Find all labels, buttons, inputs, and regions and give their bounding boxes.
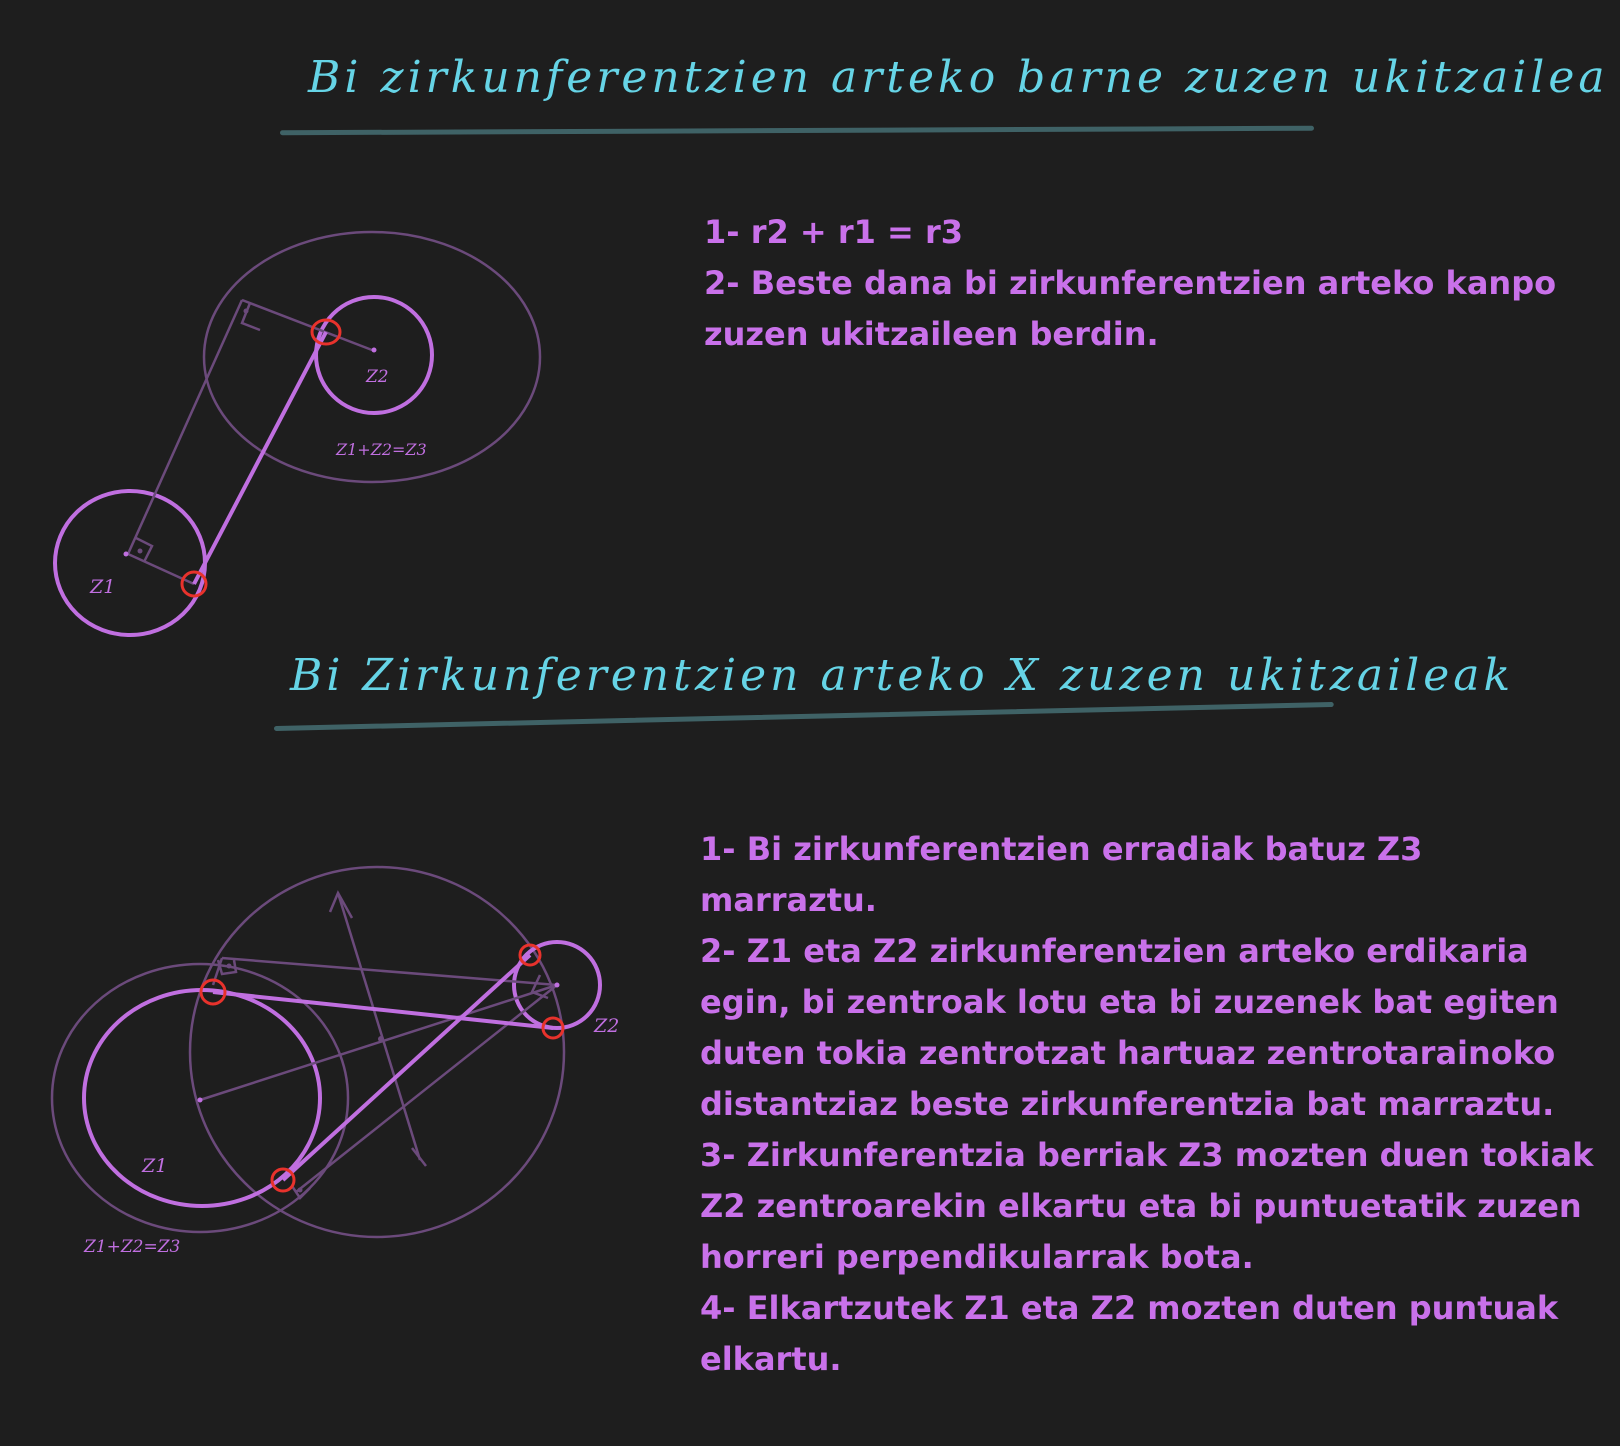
label-z2: Z2 — [365, 367, 389, 387]
section-2-step-3: 3- Zirkunferentzia berriak Z3 mozten due… — [700, 1136, 1594, 1276]
construction-circle — [188, 865, 566, 1239]
perpendicular-bisector — [336, 892, 422, 1161]
right-angle-dot — [243, 308, 249, 314]
label-z3: Z1+Z2=Z3 — [83, 1237, 180, 1257]
tangent-point-marker — [180, 570, 208, 598]
construction-tangent — [126, 299, 244, 555]
section-1-step-2: 2- Beste dana bi zirkunferentzien arteko… — [704, 264, 1557, 353]
circle-z1 — [82, 988, 322, 1208]
circle-z2 — [512, 940, 602, 1030]
construction-line — [295, 984, 558, 1193]
circle-z3 — [50, 962, 350, 1234]
center-line — [199, 983, 558, 1102]
diagram-1: Z2 Z1 Z1+Z2=Z3 — [53, 230, 542, 637]
cross-tangent-line — [212, 990, 554, 1030]
cross-tangent-line — [281, 953, 532, 1182]
bisector-midpoint — [378, 1036, 384, 1042]
diagram-2: Z1 Z2 Z1+Z2=Z3 — [50, 865, 619, 1257]
section-1-title: Bi zirkunferentzien arteko barne zuzen u… — [308, 52, 1609, 103]
right-angle-dot — [137, 548, 143, 554]
right-angle-mark — [135, 536, 154, 563]
right-angle-mark — [290, 1185, 311, 1200]
center-z2 — [554, 982, 560, 988]
circle-z3 — [202, 230, 542, 484]
right-angle-mark — [530, 974, 549, 1000]
label-z2: Z2 — [593, 1015, 619, 1037]
tangent-point-marker — [541, 1016, 565, 1040]
right-angle-mark — [216, 959, 238, 976]
label-z3: Z1+Z2=Z3 — [335, 440, 427, 459]
circle-z2 — [314, 295, 434, 415]
section-2-title: Bi Zirkunferentzien arteko X zuzen ukitz… — [290, 650, 1515, 701]
internal-tangent-line — [192, 331, 328, 585]
label-z1: Z1 — [89, 576, 115, 598]
tangent-point-marker — [310, 318, 342, 346]
radius-line-z2 — [241, 298, 373, 352]
center-z2 — [371, 347, 377, 353]
circle-z1 — [53, 489, 207, 637]
center-z1 — [197, 1097, 203, 1103]
tangent-point-marker — [518, 943, 542, 967]
section-2-step-4: 4- Elkartzutek Z1 eta Z2 mozten duten pu… — [700, 1289, 1559, 1378]
center-z1 — [123, 551, 129, 557]
section-1-steps: 1- r2 + r1 = r3 2- Beste dana bi zirkunf… — [704, 207, 1564, 360]
bisector-arrow — [328, 890, 354, 919]
section-2-steps: 1- Bi zirkunferentzien erradiak batuz Z3… — [700, 824, 1610, 1385]
right-angle-dot — [226, 963, 232, 969]
tangent-point-marker — [199, 978, 227, 1006]
right-angle-dot — [297, 1187, 303, 1193]
section-2-step-2: 2- Z1 eta Z2 zirkunferentzien arteko erd… — [700, 932, 1559, 1123]
section-1-step-1: 1- r2 + r1 = r3 — [704, 213, 964, 251]
tangent-point-marker — [270, 1167, 296, 1193]
label-z1: Z1 — [141, 1155, 167, 1177]
section-2-step-1: 1- Bi zirkunferentzien erradiak batuz Z3… — [700, 830, 1423, 919]
bisector-tick — [411, 1147, 427, 1167]
